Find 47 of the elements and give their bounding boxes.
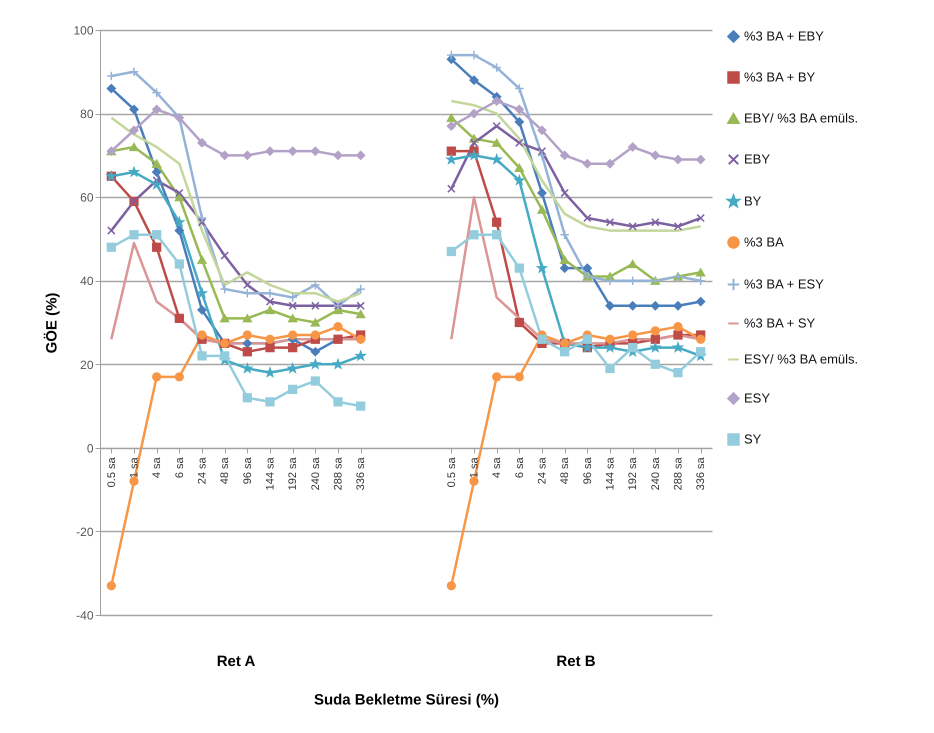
y-tick-label: -20 <box>76 524 94 539</box>
x-tick-label: 6 sa <box>174 456 186 478</box>
x-tick-label: 192 sa <box>627 456 640 490</box>
x-tick-label: 144 sa <box>604 456 616 490</box>
x-tick-label: 288 sa <box>332 456 344 490</box>
y-tick-label: 20 <box>80 358 94 372</box>
text: Ret B <box>556 653 596 670</box>
x-tick-label: 1 sa <box>128 456 140 478</box>
x-tick-label: 0.5 sa <box>446 456 458 488</box>
legend-label: %3 BA <box>744 234 784 250</box>
legend-label: ESY/ %3 BA emüls. <box>744 352 858 366</box>
legend-label: %3 BA + BY <box>744 70 816 84</box>
x-tick-label: 24 sa <box>196 456 208 484</box>
y-tick-label: 40 <box>80 274 94 288</box>
y-tick-label: 80 <box>80 107 94 122</box>
legend-label: %3 BA + SY <box>744 316 816 330</box>
x-tick-label: 48 sa <box>219 456 232 484</box>
y-tick-label: 60 <box>80 190 94 205</box>
y-tick-label: 100 <box>73 24 94 38</box>
x-tick-label: 1 sa <box>468 456 480 478</box>
x-tick-label: 336 sa <box>355 456 368 490</box>
x-tick-label: 0.5 sa <box>106 456 118 488</box>
x-tick-label: 24 sa <box>536 456 548 484</box>
x-tick-label: 4 sa <box>491 456 504 478</box>
legend-label: SY <box>744 432 762 446</box>
x-tick-label: 240 sa <box>310 456 322 490</box>
x-tick-label: 288 sa <box>672 456 684 490</box>
legend-label: ESY <box>744 390 770 406</box>
x-tick-label: 336 sa <box>695 456 708 490</box>
legend-label: EBY <box>744 152 770 166</box>
x-tick-label: 240 sa <box>650 456 662 490</box>
x-tick-label: 6 sa <box>514 456 526 478</box>
x-tick-label: 96 sa <box>242 456 254 484</box>
legend-label: EBY/ %3 BA emüls. <box>744 110 858 126</box>
y-axis-title: GÖE (%) <box>43 292 60 354</box>
y-tick-label: -40 <box>76 608 94 622</box>
y-tick-label: 0 <box>86 441 94 456</box>
x-tick-label: 144 sa <box>264 456 276 490</box>
legend-label: %3 BA + ESY <box>744 276 824 292</box>
x-tick-label: 96 sa <box>582 456 594 484</box>
x-tick-label: 4 sa <box>151 456 164 478</box>
x-axis-title: Suda Bekletme Süresi (%) <box>314 692 500 708</box>
text: Ret A <box>216 653 256 670</box>
legend-label: BY <box>744 194 762 208</box>
x-tick-label: 48 sa <box>559 456 572 484</box>
legend-label: %3 BA + EBY <box>744 28 824 44</box>
x-tick-label: 192 sa <box>287 456 300 490</box>
